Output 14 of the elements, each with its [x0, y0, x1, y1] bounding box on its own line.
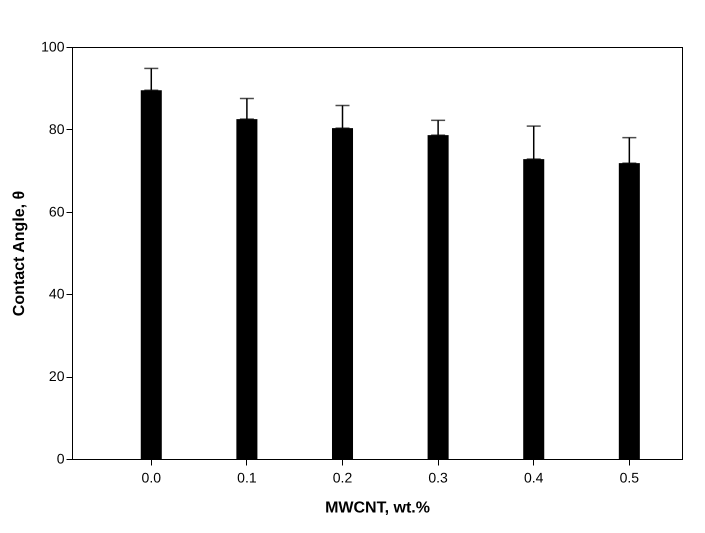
- y-tick-label: 40: [48, 286, 65, 302]
- x-axis-title: MWCNT, wt.%: [325, 500, 430, 516]
- y-tick-label: 60: [48, 203, 65, 220]
- y-tick-label: 0: [56, 450, 65, 466]
- x-tick-label: 0.0: [142, 470, 162, 486]
- y-tick-label: 80: [48, 120, 65, 137]
- y-tick-label: 100: [41, 38, 65, 54]
- x-tick-label: 0.2: [332, 470, 352, 486]
- x-tick-label: 0.4: [524, 470, 544, 486]
- x-tick-label: 0.5: [620, 470, 640, 486]
- y-tick-label: 20: [48, 368, 65, 384]
- x-tick-label: 0.3: [428, 470, 448, 486]
- y-axis-title: Contact Angle, θ: [11, 190, 28, 316]
- x-tick-label: 0.1: [237, 470, 257, 486]
